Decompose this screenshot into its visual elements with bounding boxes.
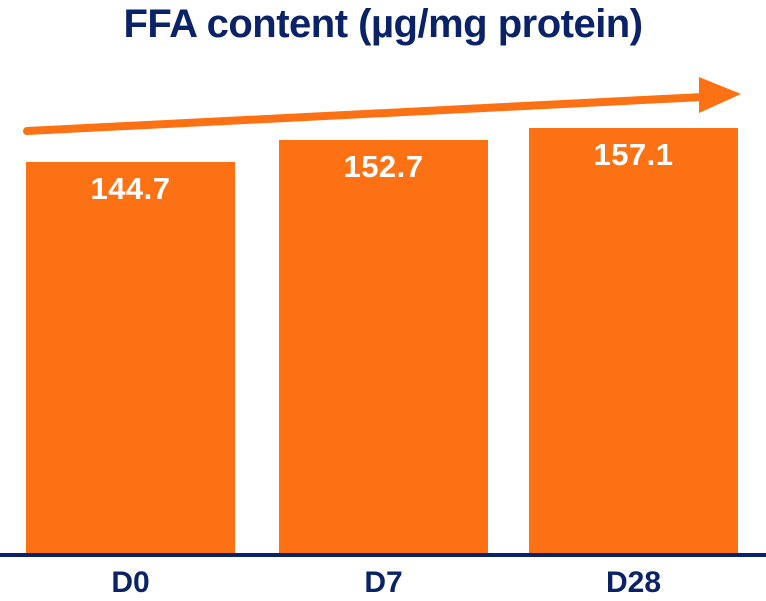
x-tick-label-d7: D7	[364, 566, 403, 599]
trend-arrow-head	[699, 77, 741, 113]
bar-value-label-d7: 152.7	[343, 149, 424, 184]
trend-arrow-shaft	[23, 93, 707, 135]
chart-title: FFA content (µg/mg protein)	[123, 2, 643, 46]
x-tick-label-d28: D28	[605, 566, 662, 599]
bar-d28: 157.1	[529, 128, 738, 554]
x-axis-line	[0, 553, 766, 557]
bar-value-label-d28: 157.1	[593, 137, 674, 172]
bar-d7: 152.7	[279, 140, 488, 554]
bar-value-label-d0: 144.7	[90, 171, 171, 206]
x-tick-label-d0: D0	[111, 566, 150, 599]
bar-d0: 144.7	[26, 162, 235, 554]
